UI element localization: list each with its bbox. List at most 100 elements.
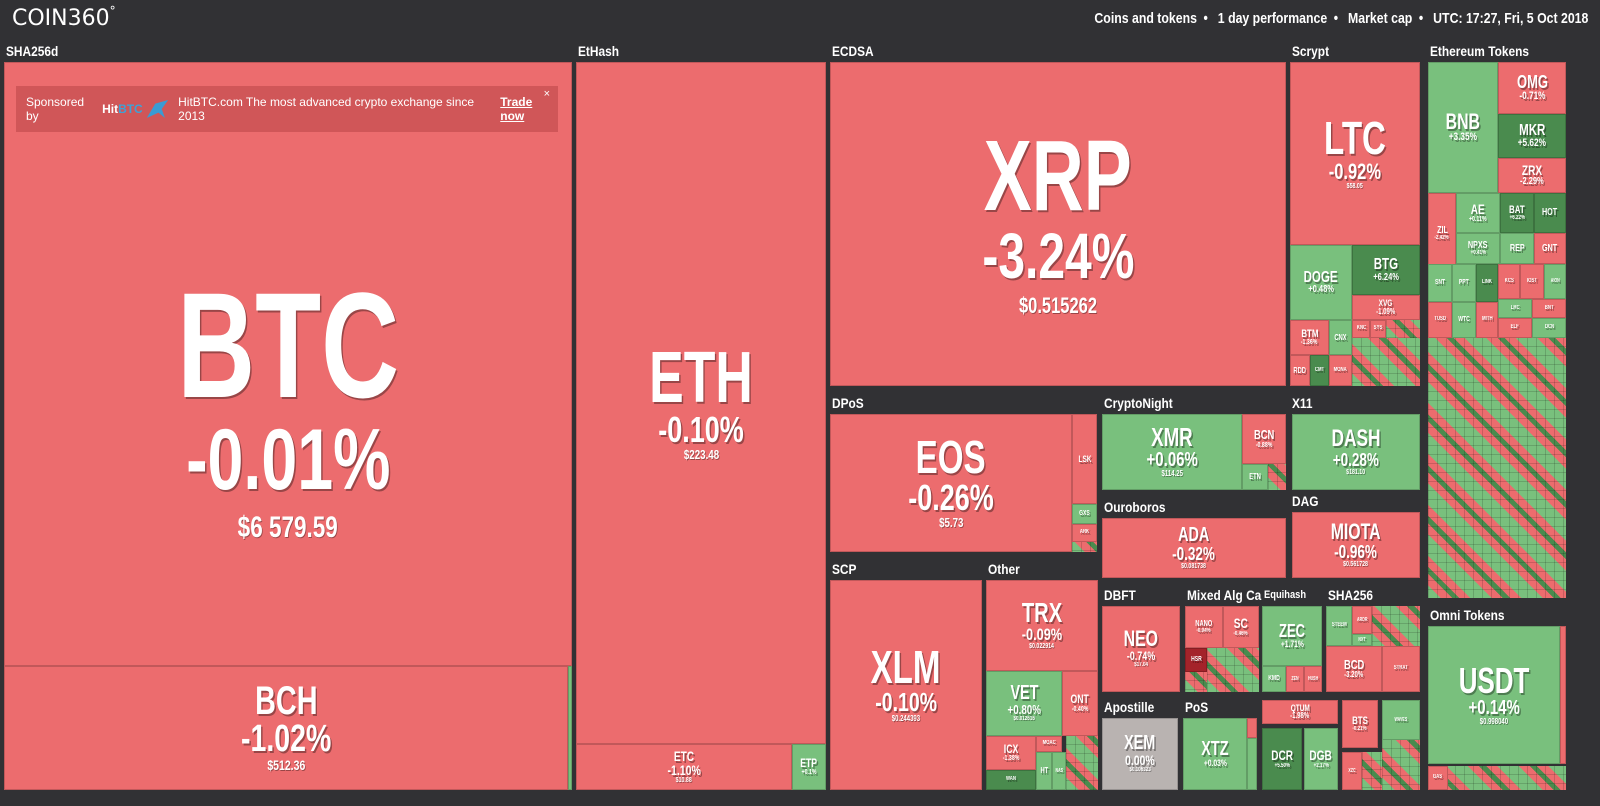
coin-tile-link[interactable]: LINK [1476, 264, 1498, 302]
filter-coins-tokens[interactable]: Coins and tokens [1094, 10, 1197, 27]
group-scrypt: Scrypt LTC -0.92% $58.05 DOGE +0.48% BTG… [1290, 40, 1420, 386]
coin-tile-rep[interactable]: REP [1500, 233, 1534, 264]
coin-tile-miota[interactable]: MIOTA -0.96% $0.561728 [1292, 512, 1420, 578]
coin-tile-mona[interactable]: MONA [1329, 355, 1352, 386]
coin-tile-neo[interactable]: NEO -0.74% $17.04 [1102, 606, 1180, 692]
coin-tile-zen[interactable]: ZEN [1286, 666, 1304, 692]
coin-tile-ont[interactable]: ONT -0.40% [1062, 671, 1098, 736]
coin-tile-xvg[interactable]: XVG -1.09% [1352, 295, 1420, 320]
coin-tile-zrx[interactable]: ZRX -2.29% [1498, 158, 1566, 193]
coin-tile-xmr[interactable]: XMR +0.06% $114.25 [1102, 414, 1242, 490]
coin-tile-gxs[interactable]: GXS [1072, 504, 1097, 524]
coin-tile-aion[interactable]: AION [1544, 264, 1566, 299]
coin-tile-snt[interactable]: SNT [1428, 264, 1452, 302]
coin-tile-vet[interactable]: VET +0.80% $0.012616 [986, 671, 1062, 736]
coin-tile-eth[interactable]: ETH -0.10% $223.48 [576, 62, 826, 744]
coin-tile-moac[interactable]: MOAC [1036, 736, 1062, 752]
coin-tile-ppt[interactable]: PPT [1452, 264, 1476, 302]
coin-tile-dcn[interactable]: DCN [1532, 318, 1566, 338]
coin-tile-cmt[interactable]: CMT [1310, 355, 1329, 386]
group-label: Equihash [1264, 589, 1307, 601]
sponsor-banner: Sponsored by HitBTC HitBTC.com The most … [16, 86, 558, 132]
coin-tile-bat[interactable]: BAT +6.22% [1500, 193, 1534, 233]
coin-tile-bcn[interactable]: BCN -0.88% [1242, 414, 1286, 464]
coin-tile-strat[interactable]: STRAT [1382, 646, 1420, 692]
coin-tile-elf[interactable]: ELF [1498, 318, 1532, 338]
group-label: Ethereum Tokens [1430, 43, 1529, 59]
coin-tile-usdt[interactable]: USDT +0.14% $0.998040 [1428, 626, 1560, 764]
coin-tile-iost[interactable]: IOST [1520, 264, 1544, 299]
coin-tile-zec[interactable]: ZEC +1.71% [1262, 606, 1322, 666]
coin-tile-mkr[interactable]: MKR +5.62% [1498, 114, 1566, 158]
coin-tile-wan[interactable]: WAN [986, 770, 1036, 790]
coin-tile-kcs[interactable]: KCS [1498, 264, 1520, 299]
coin-tile-ark[interactable]: ARK [1072, 524, 1097, 542]
coin-tile-zil[interactable]: ZIL -2.42% [1428, 193, 1456, 274]
coin-tile-etc[interactable]: ETC -1.10% $10.88 [576, 744, 792, 790]
coin-tile-hsr[interactable]: HSR [1185, 648, 1207, 672]
coin-tile-bch[interactable]: BCH -1.02% $512.36 [4, 666, 568, 790]
coin-tile-waves[interactable]: WAVES [1382, 700, 1420, 740]
coin-tile-hot[interactable]: HOT [1534, 193, 1566, 233]
coin-tile-bnt[interactable]: BNT [1532, 299, 1566, 318]
coin-tile-small[interactable] [1247, 718, 1257, 738]
coin-tile-omg[interactable]: OMG -0.71% [1498, 62, 1566, 114]
coin-tile-ardr[interactable]: ARDR [1352, 606, 1372, 634]
coin-tile-mith[interactable]: MITH [1476, 302, 1498, 338]
trade-now-link[interactable]: Trade now [500, 95, 533, 123]
coin-tile-dash[interactable]: DASH +0.28% $181.10 [1292, 414, 1420, 490]
coin-tile-cnx[interactable]: CNX [1329, 320, 1352, 355]
coin-tile-xtz[interactable]: XTZ +0.03% [1183, 718, 1247, 790]
coin-tile-trx[interactable]: TRX -0.09% $0.022914 [986, 580, 1098, 671]
coin-tile-bts[interactable]: BTS -0.21% [1342, 700, 1378, 748]
coin-tile-hush[interactable]: HUSH [1304, 666, 1322, 692]
coin-tile-eos[interactable]: EOS -0.26% $5.73 [830, 414, 1072, 552]
coin-tile-knc[interactable]: KNC [1352, 320, 1370, 338]
coin-tile-npxs[interactable]: NPXS +0.41% [1456, 233, 1500, 264]
coin-tile-sys[interactable]: SYS [1370, 320, 1386, 338]
coin-tile-btm[interactable]: BTM -1.36% [1290, 320, 1329, 355]
coin-tile-etn[interactable]: ETN [1242, 464, 1268, 490]
group-x11: X11 DASH +0.28% $181.10 [1290, 392, 1420, 490]
filter-period[interactable]: 1 day performance [1217, 10, 1327, 27]
coin-tile-gnt[interactable]: GNT [1534, 233, 1566, 264]
coin-tile-dgb[interactable]: DGB +2.17% [1304, 728, 1338, 790]
filter-metric[interactable]: Market cap [1347, 10, 1412, 27]
coin-tile-dcr[interactable]: DCR +5.50% [1262, 728, 1302, 790]
coin-tile-gas[interactable]: GAS [1428, 766, 1448, 790]
coin-tile-nas[interactable]: NAS [1052, 752, 1066, 790]
coin-tile-doge[interactable]: DOGE +0.48% [1290, 245, 1352, 320]
coin-tile-small[interactable] [1247, 738, 1257, 790]
coin-tile-btc[interactable]: BTC -0.01% $6 579.59 [4, 62, 572, 666]
coin-tile-steem[interactable]: STEEM [1326, 606, 1352, 646]
coin-tile-lrc[interactable]: LRC [1498, 299, 1532, 318]
coin-tile-nxt[interactable]: NXT [1352, 634, 1372, 646]
coin-tile-ae[interactable]: AE +0.11% [1456, 193, 1500, 233]
coin-tile-nano[interactable]: NANO -0.04% [1185, 606, 1223, 648]
coin-tile-sc[interactable]: SC -0.46% [1223, 606, 1259, 648]
group-label: Omni Tokens [1430, 607, 1505, 623]
coin-tile-xlm[interactable]: XLM -0.10% $0.244393 [830, 580, 982, 790]
coin-tile-ltc[interactable]: LTC -0.92% $58.05 [1290, 62, 1420, 245]
coin-tile-wtc[interactable]: WTC [1452, 302, 1476, 338]
coin-tile-tusd[interactable]: TUSD [1428, 302, 1452, 338]
coin-tile-ht[interactable]: HT [1036, 752, 1052, 790]
coin-tile-bcd[interactable]: BCD -3.20% [1326, 646, 1382, 692]
coin-tile-icx[interactable]: ICX -1.38% [986, 736, 1036, 770]
coin-tile-etp[interactable]: ETP +0.1% [792, 744, 826, 790]
coin-tile-small[interactable] [568, 666, 572, 790]
coin360-logo[interactable]: COIN360° [12, 4, 116, 31]
coin-tile-xrp[interactable]: XRP -3.24% $0.515262 [830, 62, 1286, 386]
close-icon[interactable]: × [543, 88, 550, 100]
coin-tile-btg[interactable]: BTG +6.24% [1352, 245, 1420, 295]
coin-tile-xzc[interactable]: XZC [1342, 752, 1362, 790]
coin-tile-qtum[interactable]: QTUM -1.98% [1262, 700, 1338, 724]
coin-tile-xem[interactable]: XEM 0.00% $0.106323 [1102, 718, 1178, 790]
coin-tile-lsk[interactable]: LSK [1072, 414, 1097, 504]
coin-tile-kmd[interactable]: KMD [1262, 666, 1286, 692]
coin-tile-rdd[interactable]: RDD [1290, 355, 1310, 386]
group-sha256d: SHA256d BTC -0.01% $6 579.59 BCH -1.02% … [4, 40, 572, 790]
coin-tile-ada[interactable]: ADA -0.32% $0.081738 [1102, 518, 1286, 578]
coin-tile-small[interactable] [1560, 626, 1566, 764]
coin-tile-bnb[interactable]: BNB +3.35% [1428, 62, 1498, 193]
